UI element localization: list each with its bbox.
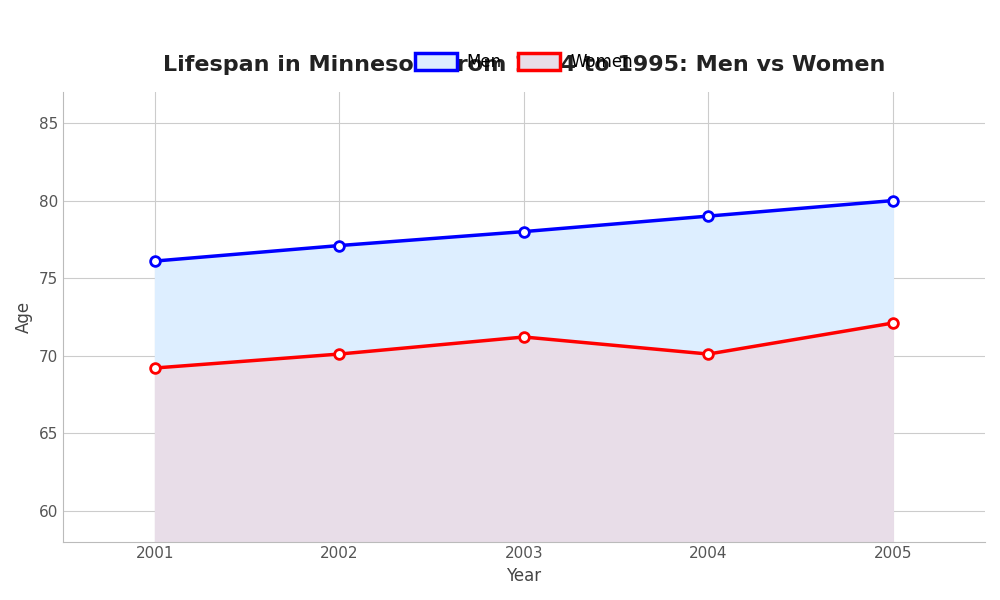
X-axis label: Year: Year — [506, 567, 541, 585]
Title: Lifespan in Minnesota from 1974 to 1995: Men vs Women: Lifespan in Minnesota from 1974 to 1995:… — [163, 55, 885, 75]
Y-axis label: Age: Age — [15, 301, 33, 333]
Legend: Men, Women: Men, Women — [408, 47, 639, 78]
